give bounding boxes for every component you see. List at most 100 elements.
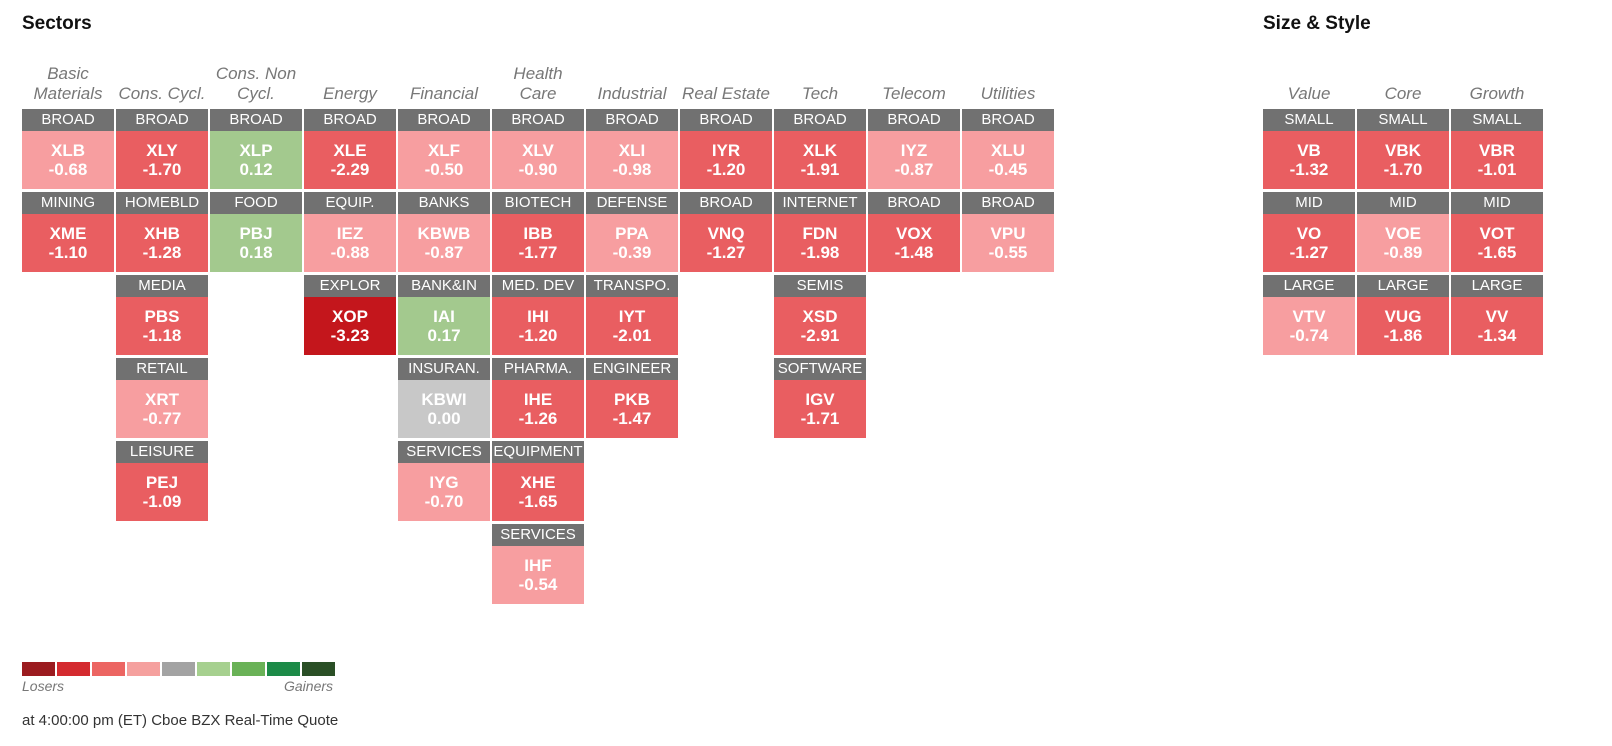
etf-tile-pej[interactable]: LEISURE PEJ -1.09	[116, 441, 208, 521]
tile-change: -1.20	[518, 326, 558, 345]
column-header: Value	[1263, 60, 1355, 104]
tile-quote: XLP 0.12	[210, 131, 302, 189]
tile-symbol: VBK	[1385, 141, 1421, 160]
tile-change: -3.23	[330, 326, 370, 345]
tile-quote: PKB -1.47	[586, 380, 678, 438]
etf-tile-xsd[interactable]: SEMIS XSD -2.91	[774, 275, 866, 355]
tile-quote: XHB -1.28	[116, 214, 208, 272]
etf-tile-ihf[interactable]: SERVICES IHF -0.54	[492, 524, 584, 604]
etf-tile-igv[interactable]: SOFTWARE IGV -1.71	[774, 358, 866, 438]
column-title-line: Financial	[409, 84, 479, 103]
tile-symbol: VBR	[1479, 141, 1515, 160]
tile-change: 0.18	[239, 243, 273, 262]
tile-category-label: SERVICES	[398, 441, 490, 463]
column-header: Financial	[398, 60, 490, 104]
tile-change: -0.50	[424, 160, 464, 179]
etf-tile-xlb[interactable]: BROAD XLB -0.68	[22, 109, 114, 189]
etf-tile-iyt[interactable]: TRANSPO. IYT -2.01	[586, 275, 678, 355]
etf-tile-pbs[interactable]: MEDIA PBS -1.18	[116, 275, 208, 355]
tile-category-label: BROAD	[680, 109, 772, 131]
etf-tile-xlk[interactable]: BROAD XLK -1.91	[774, 109, 866, 189]
etf-tile-vox[interactable]: BROAD VOX -1.48	[868, 192, 960, 272]
tile-quote: PEJ -1.09	[116, 463, 208, 521]
etf-tile-iyz[interactable]: BROAD IYZ -0.87	[868, 109, 960, 189]
etf-tile-xli[interactable]: BROAD XLI -0.98	[586, 109, 678, 189]
tile-quote: IYR -1.20	[680, 131, 772, 189]
column-header: Cons. Cycl.	[116, 60, 208, 104]
tile-symbol: XHB	[144, 224, 180, 243]
tile-category-label: INSURAN.	[398, 358, 490, 380]
etf-tile-vot[interactable]: MID VOT -1.65	[1451, 192, 1543, 272]
etf-tile-xop[interactable]: EXPLOR XOP -3.23	[304, 275, 396, 355]
etf-tile-vbr[interactable]: SMALL VBR -1.01	[1451, 109, 1543, 189]
tile-change: -1.48	[894, 243, 934, 262]
etf-tile-ppa[interactable]: DEFENSE PPA -0.39	[586, 192, 678, 272]
etf-tile-xlv[interactable]: BROAD XLV -0.90	[492, 109, 584, 189]
etf-tile-fdn[interactable]: INTERNET FDN -1.98	[774, 192, 866, 272]
etf-tile-vug[interactable]: LARGE VUG -1.86	[1357, 275, 1449, 355]
quote-timestamp: at 4:00:00 pm (ET) Cboe BZX Real-Time Qu…	[22, 712, 339, 729]
tile-category-label: PHARMA.	[492, 358, 584, 380]
etf-tile-vo[interactable]: MID VO -1.27	[1263, 192, 1355, 272]
etf-tile-iez[interactable]: EQUIP. IEZ -0.88	[304, 192, 396, 272]
etf-tile-vpu[interactable]: BROAD VPU -0.55	[962, 192, 1054, 272]
tile-quote: VBK -1.70	[1357, 131, 1449, 189]
etf-tile-iyg[interactable]: SERVICES IYG -0.70	[398, 441, 490, 521]
etf-tile-ibb[interactable]: BIOTECH IBB -1.77	[492, 192, 584, 272]
etf-tile-xle[interactable]: BROAD XLE -2.29	[304, 109, 396, 189]
tile-symbol: PBS	[144, 307, 180, 326]
tile-category-label: ENGINEER	[586, 358, 678, 380]
etf-tile-pkb[interactable]: ENGINEER PKB -1.47	[586, 358, 678, 438]
tile-symbol: IHE	[523, 390, 553, 409]
tile-change: -1.28	[142, 243, 182, 262]
etf-tile-ihe[interactable]: PHARMA. IHE -1.26	[492, 358, 584, 438]
etf-tile-voe[interactable]: MID VOE -0.89	[1357, 192, 1449, 272]
etf-tile-xhb[interactable]: HOMEBLD XHB -1.28	[116, 192, 208, 272]
tile-category-label: MEDIA	[116, 275, 208, 297]
etf-tile-pbj[interactable]: FOOD PBJ 0.18	[210, 192, 302, 272]
tile-category-label: BIOTECH	[492, 192, 584, 214]
etf-tile-kbwb[interactable]: BANKS KBWB -0.87	[398, 192, 490, 272]
tile-quote: XLV -0.90	[492, 131, 584, 189]
tile-symbol: PBJ	[239, 224, 273, 243]
tile-category-label: BROAD	[774, 109, 866, 131]
tile-category-label: MID	[1357, 192, 1449, 214]
etf-tile-xhe[interactable]: EQUIPMENT XHE -1.65	[492, 441, 584, 521]
tile-category-label: EXPLOR	[304, 275, 396, 297]
etf-tile-xlf[interactable]: BROAD XLF -0.50	[398, 109, 490, 189]
tile-quote: PBS -1.18	[116, 297, 208, 355]
tile-quote: IYT -2.01	[586, 297, 678, 355]
etf-tile-vnq[interactable]: BROAD VNQ -1.27	[680, 192, 772, 272]
tile-symbol: XLV	[522, 141, 554, 160]
etf-tile-iyr[interactable]: BROAD IYR -1.20	[680, 109, 772, 189]
etf-tile-kbwi[interactable]: INSURAN. KBWI 0.00	[398, 358, 490, 438]
tile-symbol: VV	[1485, 307, 1509, 326]
tile-quote: XLB -0.68	[22, 131, 114, 189]
etf-tile-xlu[interactable]: BROAD XLU -0.45	[962, 109, 1054, 189]
etf-tile-xme[interactable]: MINING XME -1.10	[22, 192, 114, 272]
etf-tile-ihi[interactable]: MED. DEV IHI -1.20	[492, 275, 584, 355]
tile-category-label: BROAD	[116, 109, 208, 131]
tile-change: -0.88	[330, 243, 370, 262]
etf-tile-xlp[interactable]: BROAD XLP 0.12	[210, 109, 302, 189]
tile-quote: FDN -1.98	[774, 214, 866, 272]
tile-change: -1.27	[706, 243, 746, 262]
tile-symbol: VUG	[1384, 307, 1422, 326]
etf-tile-xly[interactable]: BROAD XLY -1.70	[116, 109, 208, 189]
etf-tile-vbk[interactable]: SMALL VBK -1.70	[1357, 109, 1449, 189]
column-title-line: Industrial	[597, 84, 667, 103]
etf-tile-vtv[interactable]: LARGE VTV -0.74	[1263, 275, 1355, 355]
etf-tile-iai[interactable]: BANK&IN IAI 0.17	[398, 275, 490, 355]
column-title: Financial	[394, 84, 494, 104]
legend-swatch	[57, 662, 90, 676]
column-title: Basic Materials	[18, 64, 118, 104]
tile-symbol: IYZ	[900, 141, 928, 160]
column-title-line: Cons. Non	[215, 64, 297, 83]
tile-change: -1.70	[142, 160, 182, 179]
tile-quote: PBJ 0.18	[210, 214, 302, 272]
tile-category-label: BROAD	[962, 192, 1054, 214]
tile-quote: XRT -0.77	[116, 380, 208, 438]
etf-tile-xrt[interactable]: RETAIL XRT -0.77	[116, 358, 208, 438]
etf-tile-vv[interactable]: LARGE VV -1.34	[1451, 275, 1543, 355]
etf-tile-vb[interactable]: SMALL VB -1.32	[1263, 109, 1355, 189]
